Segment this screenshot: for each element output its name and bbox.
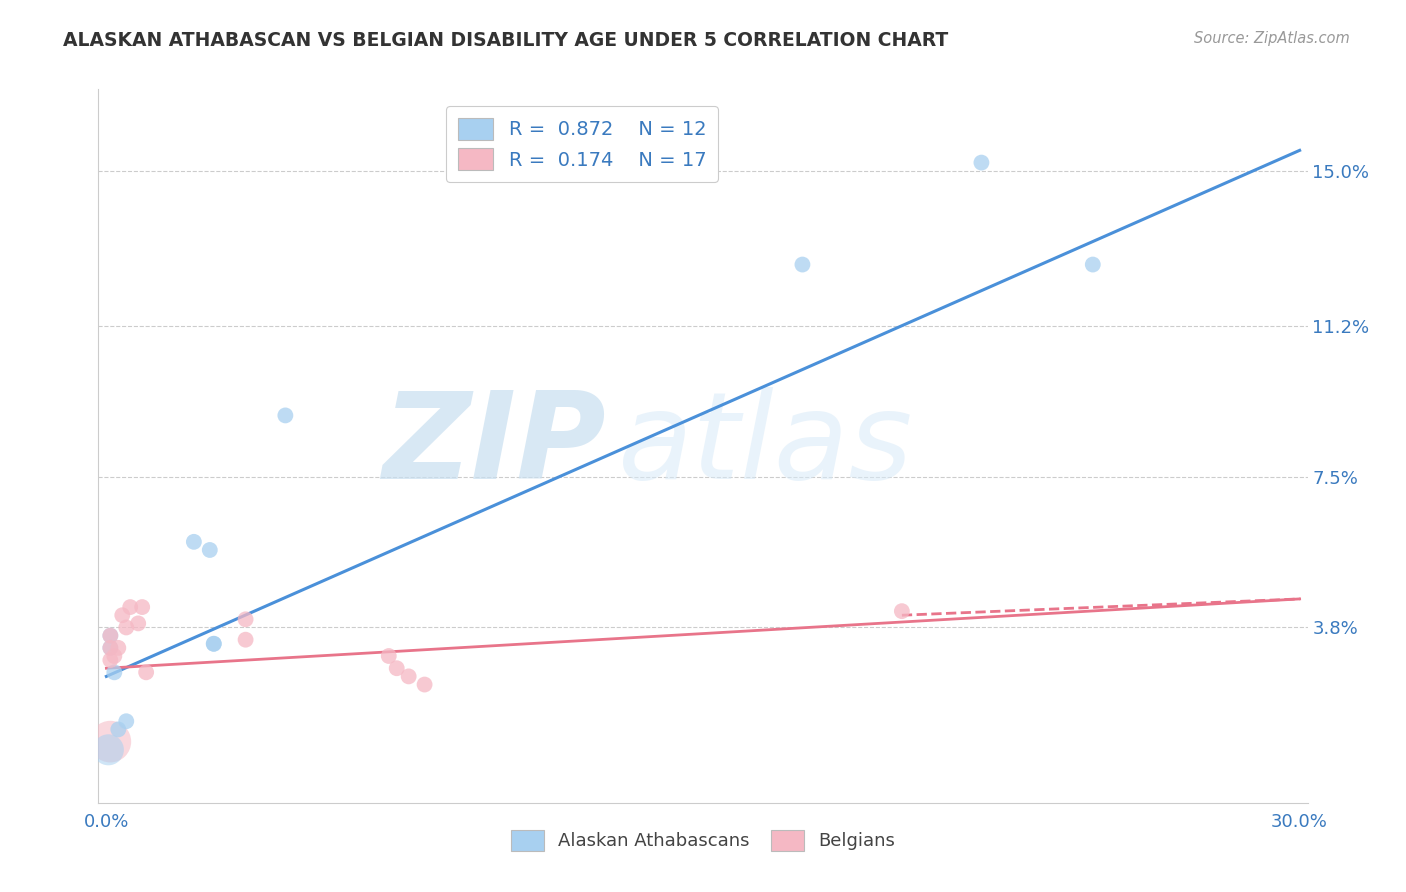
Point	[98, 640, 121, 655]
Point	[115, 620, 138, 634]
Point	[274, 409, 297, 423]
Point	[202, 637, 225, 651]
Point	[120, 600, 142, 615]
Point	[198, 543, 221, 558]
Point	[135, 665, 157, 680]
Text: atlas: atlas	[619, 387, 914, 505]
Point	[131, 600, 153, 615]
Point	[98, 734, 121, 748]
Legend: Alaskan Athabascans, Belgians: Alaskan Athabascans, Belgians	[503, 822, 903, 858]
Point	[97, 743, 120, 757]
Text: ALASKAN ATHABASCAN VS BELGIAN DISABILITY AGE UNDER 5 CORRELATION CHART: ALASKAN ATHABASCAN VS BELGIAN DISABILITY…	[63, 31, 949, 50]
Point	[413, 677, 436, 691]
Point	[98, 629, 121, 643]
Point	[385, 661, 408, 675]
Point	[970, 155, 993, 169]
Point	[398, 669, 420, 683]
Text: Source: ZipAtlas.com: Source: ZipAtlas.com	[1194, 31, 1350, 46]
Point	[890, 604, 912, 618]
Point	[127, 616, 149, 631]
Point	[183, 534, 205, 549]
Point	[235, 612, 257, 626]
Point	[235, 632, 257, 647]
Point	[792, 258, 814, 272]
Point	[1081, 258, 1104, 272]
Text: ZIP: ZIP	[382, 387, 606, 505]
Point	[98, 653, 121, 667]
Point	[103, 665, 125, 680]
Point	[98, 629, 121, 643]
Point	[107, 640, 129, 655]
Point	[115, 714, 138, 729]
Point	[378, 648, 401, 663]
Point	[107, 723, 129, 737]
Point	[98, 640, 121, 655]
Point	[202, 637, 225, 651]
Point	[111, 608, 134, 623]
Point	[103, 648, 125, 663]
